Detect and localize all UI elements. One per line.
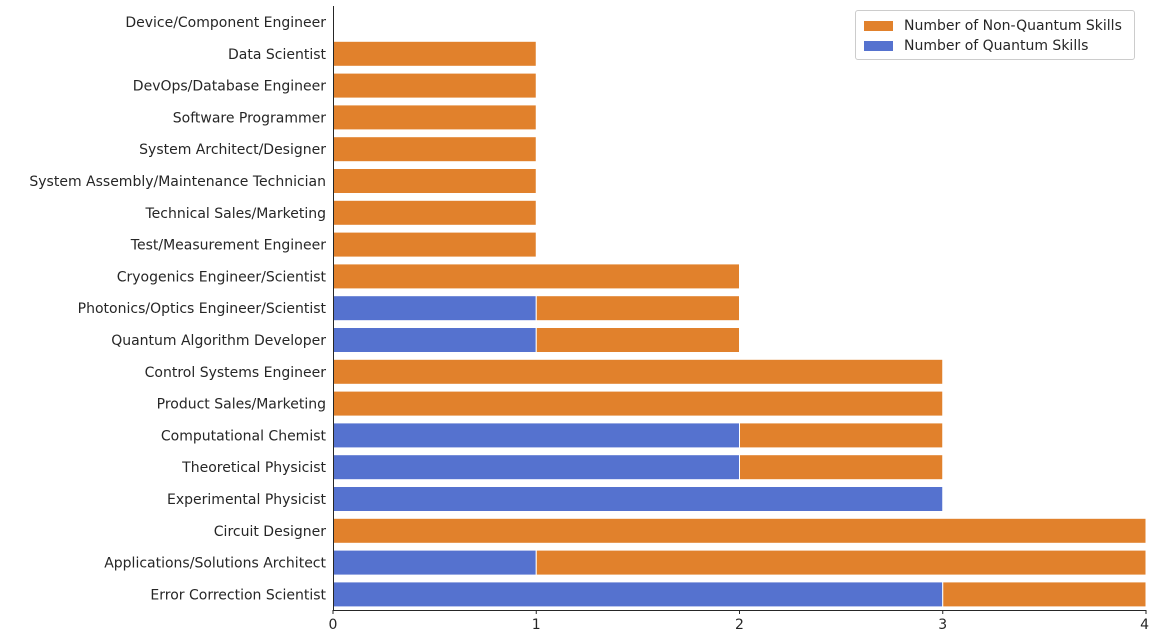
bar-quantum-computational-chemist xyxy=(332,422,740,449)
bar-non-quantum-data-scientist xyxy=(332,40,537,67)
legend: Number of Non-Quantum Skills Number of Q… xyxy=(855,10,1135,60)
bar-non-quantum-devops-database-engineer xyxy=(332,72,537,99)
y-label-product-sales-marketing: Product Sales/Marketing xyxy=(157,397,326,413)
y-label-circuit-designer: Circuit Designer xyxy=(214,524,326,540)
x-ticks: 0 1 2 3 4 xyxy=(329,610,1149,633)
x-tick-label-1: 1 xyxy=(532,617,541,631)
y-label-applications-solutions-architect: Applications/Solutions Architect xyxy=(104,556,326,572)
y-label-control-systems-engineer: Control Systems Engineer xyxy=(145,365,327,381)
bar-non-quantum-technical-sales-marketing xyxy=(332,199,537,226)
y-label-error-correction-scientist: Error Correction Scientist xyxy=(150,587,326,603)
y-label-software-programmer: Software Programmer xyxy=(173,110,326,126)
x-tick-label-0: 0 xyxy=(329,617,338,631)
bar-non-quantum-control-systems-engineer xyxy=(332,358,944,385)
bar-non-quantum-error-correction-scientist xyxy=(942,581,1147,608)
bar-non-quantum-test-measurement-engineer xyxy=(332,231,537,258)
bar-non-quantum-product-sales-marketing xyxy=(332,390,944,417)
legend-item-non-quantum: Number of Non-Quantum Skills xyxy=(864,16,1134,36)
bar-non-quantum-quantum-algorithm-developer xyxy=(535,327,740,353)
y-label-theoretical-physicist: Theoretical Physicist xyxy=(181,460,326,476)
legend-item-quantum: Number of Quantum Skills xyxy=(864,36,1134,56)
y-label-system-assembly-maintenance-technician: System Assembly/Maintenance Technician xyxy=(29,174,326,190)
bar-non-quantum-theoretical-physicist xyxy=(739,454,944,481)
bar-non-quantum-circuit-designer xyxy=(332,517,1147,544)
y-label-test-measurement-engineer: Test/Measurement Engineer xyxy=(130,238,326,254)
y-label-system-architect-designer: System Architect/Designer xyxy=(139,142,326,158)
bar-quantum-quantum-algorithm-developer xyxy=(332,327,537,353)
x-tick-label-4: 4 xyxy=(1140,617,1149,631)
x-tick-label-2: 2 xyxy=(735,617,744,631)
y-label-quantum-algorithm-developer: Quantum Algorithm Developer xyxy=(111,333,326,349)
y-label-technical-sales-marketing: Technical Sales/Marketing xyxy=(145,206,327,222)
bar-quantum-experimental-physicist xyxy=(332,486,944,512)
bar-non-quantum-applications-solutions-architect xyxy=(535,549,1147,576)
bars-layer xyxy=(332,40,1147,608)
y-label-data-scientist: Data Scientist xyxy=(228,47,327,63)
y-label-photonics-optics-engineer-scientist: Photonics/Optics Engineer/Scientist xyxy=(78,301,327,317)
bar-quantum-error-correction-scientist xyxy=(332,581,944,608)
y-label-computational-chemist: Computational Chemist xyxy=(161,428,327,444)
legend-label-non-quantum: Number of Non-Quantum Skills xyxy=(904,18,1122,34)
legend-swatch-non-quantum xyxy=(864,21,893,31)
bar-quantum-photonics-optics-engineer-scientist xyxy=(332,295,537,322)
y-label-devops-database-engineer: DevOps/Database Engineer xyxy=(133,79,326,95)
x-tick-label-3: 3 xyxy=(938,617,947,631)
bar-non-quantum-computational-chemist xyxy=(739,422,944,449)
y-label-experimental-physicist: Experimental Physicist xyxy=(167,492,326,508)
bar-non-quantum-cryogenics-engineer-scientist xyxy=(332,263,740,290)
y-label-device-component-engineer: Device/Component Engineer xyxy=(125,15,326,31)
bar-quantum-theoretical-physicist xyxy=(332,454,740,481)
bar-quantum-applications-solutions-architect xyxy=(332,549,537,576)
legend-swatch-quantum xyxy=(864,41,893,51)
y-label-cryogenics-engineer-scientist: Cryogenics Engineer/Scientist xyxy=(117,269,327,285)
y-tick-labels: Device/Component Engineer Data Scientist D… xyxy=(29,15,333,603)
bar-non-quantum-software-programmer xyxy=(332,104,537,131)
bar-non-quantum-system-assembly-maintenance-technician xyxy=(332,168,537,194)
legend-label-quantum: Number of Quantum Skills xyxy=(904,38,1089,54)
bar-non-quantum-photonics-optics-engineer-scientist xyxy=(535,295,740,322)
bar-non-quantum-system-architect-designer xyxy=(332,136,537,163)
